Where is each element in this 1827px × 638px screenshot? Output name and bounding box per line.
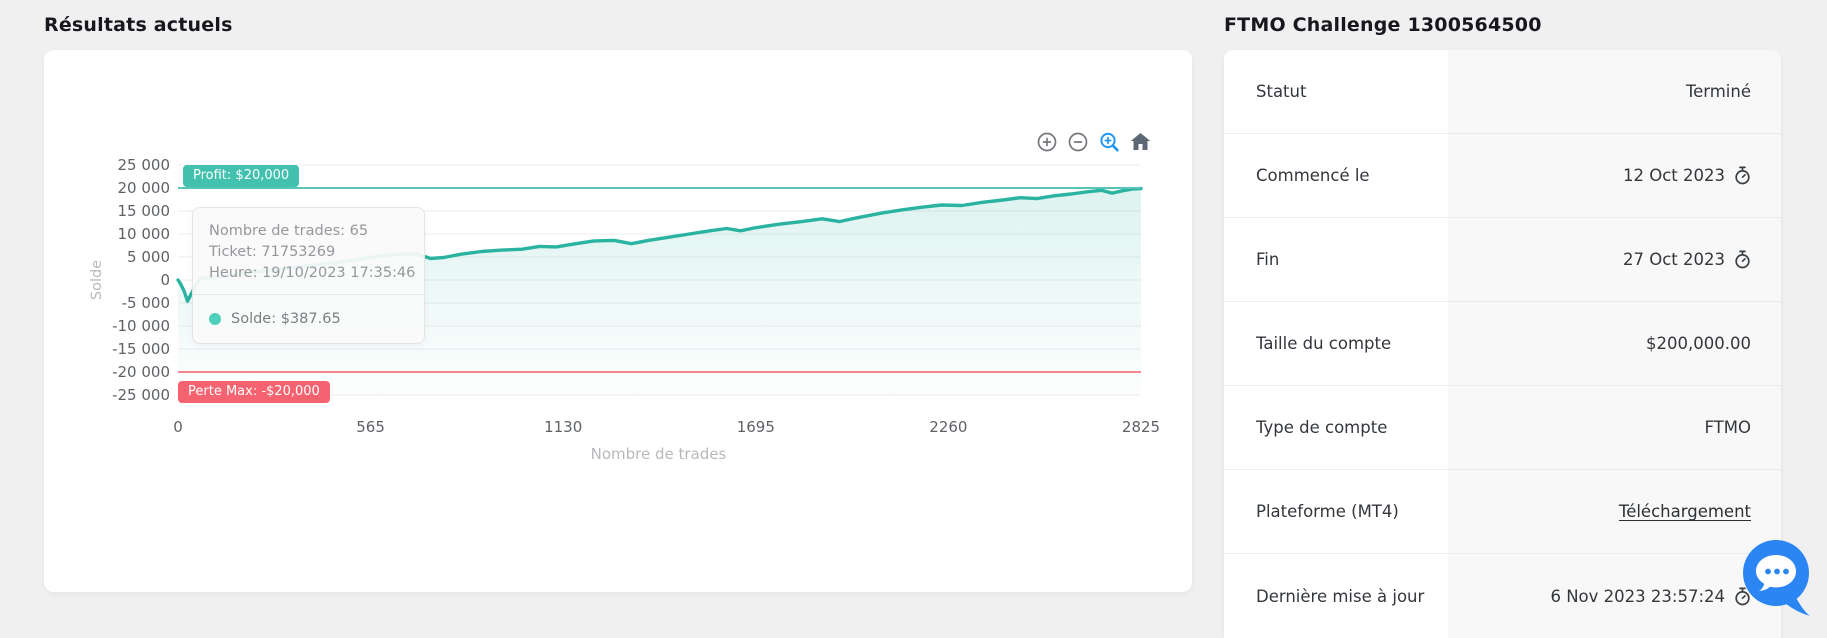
y-axis-tick: 20 000	[118, 179, 171, 197]
stopwatch-icon	[1735, 250, 1750, 269]
challenge-info-card: Statut Terminé Commencé le 12 Oct 2023 Fin 27…	[1224, 50, 1781, 638]
y-axis-tick: 15 000	[118, 202, 171, 220]
row-value: 12 Oct 2023	[1448, 134, 1781, 217]
chart-card: 25 000 20 000 15 000 10 000 5 000 0 -5 000 -10 …	[44, 50, 1192, 592]
row-label: Dernière mise à jour	[1224, 554, 1448, 638]
row-label: Fin	[1224, 218, 1448, 301]
y-axis-tick: 25 000	[118, 156, 171, 174]
x-axis-tick: 2260	[929, 418, 967, 436]
challenge-title: FTMO Challenge 1300564500	[1224, 14, 1542, 36]
y-axis-tick: 0	[160, 271, 170, 289]
row-value-text: 12 Oct 2023	[1622, 166, 1725, 185]
stopwatch-icon	[1735, 166, 1750, 185]
live-chat-button[interactable]	[1738, 536, 1818, 622]
tooltip-trades: Nombre de trades: 65	[209, 223, 369, 239]
results-title: Résultats actuels	[44, 14, 233, 36]
x-axis-tick: 1130	[544, 418, 582, 436]
tooltip-series-row: Solde: $387.65	[209, 307, 408, 329]
stopwatch-icon	[1735, 587, 1750, 605]
series-marker-icon	[209, 313, 221, 325]
row-value-text: 27 Oct 2023	[1622, 250, 1725, 269]
row-value-text: Terminé	[1685, 82, 1751, 101]
row-label: Plateforme (MT4)	[1224, 470, 1448, 553]
y-axis-tick: -15 000	[112, 340, 170, 358]
row-label: Commencé le	[1224, 134, 1448, 217]
tooltip-divider	[193, 294, 424, 295]
table-row: Plateforme (MT4) Téléchargement	[1224, 470, 1781, 554]
selection-zoom-icon[interactable]	[1097, 130, 1121, 154]
profit-target-badge: Profit: $20,000	[183, 165, 300, 187]
x-axis-tick: 2825	[1122, 418, 1160, 436]
row-value: Téléchargement	[1448, 470, 1781, 553]
row-value-text: 6 Nov 2023 23:57:24	[1550, 586, 1725, 606]
table-row: Dernière mise à jour 6 Nov 2023 23:57:24	[1224, 554, 1781, 638]
chart-toolbar	[1035, 130, 1152, 154]
table-row: Statut Terminé	[1224, 50, 1781, 134]
table-row: Type de compte FTMO	[1224, 386, 1781, 470]
table-row: Fin 27 Oct 2023	[1224, 218, 1781, 302]
tooltip-time: Heure: 19/10/2023 17:35:46	[209, 265, 416, 281]
row-label: Type de compte	[1224, 386, 1448, 469]
zoom-in-icon[interactable]	[1035, 130, 1059, 154]
row-value: Terminé	[1448, 50, 1781, 133]
row-value-text: $200,000.00	[1646, 334, 1751, 353]
row-label: Taille du compte	[1224, 302, 1448, 385]
tooltip-ticket: Ticket: 71753269	[209, 244, 336, 260]
row-value: 27 Oct 2023	[1448, 218, 1781, 301]
table-row: Taille du compte $200,000.00	[1224, 302, 1781, 386]
tooltip-balance: Solde: $387.65	[231, 311, 341, 327]
row-value: $200,000.00	[1448, 302, 1781, 385]
y-axis-title: Solde	[89, 260, 105, 300]
y-axis-tick: 5 000	[127, 248, 170, 266]
y-axis-tick: -25 000	[112, 386, 170, 404]
x-axis-tick: 0	[173, 418, 183, 436]
max-loss-badge: Perte Max: -$20,000	[178, 381, 330, 403]
chart-tooltip: Nombre de trades: 65 Ticket: 71753269 He…	[192, 207, 425, 344]
table-row: Commencé le 12 Oct 2023	[1224, 134, 1781, 218]
zoom-out-icon[interactable]	[1066, 130, 1090, 154]
x-axis-tick: 1695	[737, 418, 775, 436]
row-value: 6 Nov 2023 23:57:24	[1448, 554, 1781, 638]
x-axis-tick: 565	[356, 418, 385, 436]
home-icon[interactable]	[1128, 130, 1152, 154]
y-axis-tick: -5 000	[122, 294, 170, 312]
row-value: FTMO	[1448, 386, 1781, 469]
download-link[interactable]: Téléchargement	[1618, 502, 1751, 521]
y-axis-tick: -20 000	[112, 363, 170, 381]
x-axis-title: Nombre de trades	[591, 445, 727, 463]
row-value-text: FTMO	[1704, 418, 1751, 437]
y-axis-tick: 10 000	[118, 225, 171, 243]
row-label: Statut	[1224, 50, 1448, 133]
y-axis-tick: -10 000	[112, 317, 170, 335]
